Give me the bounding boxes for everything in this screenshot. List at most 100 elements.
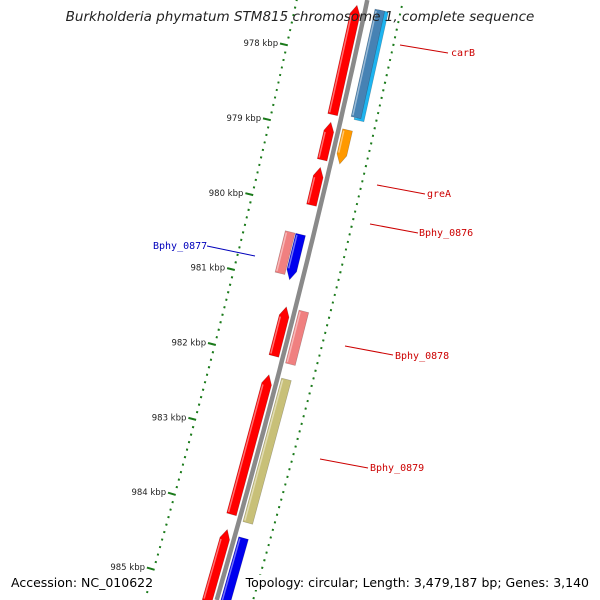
- tick-mark: [175, 485, 179, 489]
- tick-mark: [342, 255, 346, 259]
- tick-mark: [265, 133, 268, 137]
- tick-mark: [207, 342, 217, 346]
- tick-mark: [359, 187, 362, 191]
- tick-mark: [366, 157, 369, 160]
- gene-label-bphy-0878: Bphy_0878: [395, 351, 449, 362]
- tick-mark: [346, 240, 350, 244]
- tick-mark: [261, 148, 265, 152]
- gene-layer: [201, 4, 389, 600]
- tick-mark: [322, 339, 325, 342]
- tick-mark: [181, 463, 185, 466]
- tick-mark: [392, 43, 395, 47]
- tick-mark: [263, 141, 266, 144]
- map-title: Burkholderia phymatum STM815 chromosome …: [65, 9, 535, 25]
- gene-red-a: [316, 121, 335, 162]
- tick-mark: [207, 366, 211, 369]
- tick-mark: [400, 5, 403, 9]
- tick-mark: [167, 515, 170, 519]
- tick-mark: [376, 111, 380, 115]
- gene-highlight: [352, 10, 377, 116]
- tick-mark: [300, 422, 303, 426]
- tick-mark: [205, 373, 209, 376]
- gene-red-bottom: [201, 528, 230, 600]
- gene-highlight: [338, 130, 345, 153]
- tick-mark: [352, 217, 355, 221]
- tick-mark: [160, 538, 164, 541]
- tick-mark: [271, 528, 275, 532]
- tick-mark: [234, 261, 237, 264]
- tick-mark: [225, 298, 228, 301]
- gene-top-red: [327, 4, 361, 117]
- tick-mark: [263, 559, 266, 562]
- gene-label-bphy-0879: Bphy_0879: [370, 463, 424, 474]
- tick-mark: [364, 164, 368, 168]
- tick-mark: [243, 223, 247, 227]
- tick-mark: [296, 437, 299, 441]
- tick-mark: [197, 403, 201, 406]
- tick-mark: [236, 253, 239, 257]
- tick-mark: [308, 392, 311, 395]
- tick-mark: [154, 560, 158, 564]
- tick-mark: [290, 21, 294, 24]
- tick-mark: [288, 468, 291, 471]
- gene-highlight: [318, 131, 326, 158]
- tick-mark: [288, 28, 292, 32]
- tick-mark: [195, 410, 199, 414]
- tick-mark: [179, 470, 183, 474]
- tick-mark: [146, 566, 155, 571]
- tick-mark: [211, 351, 215, 354]
- tick-mark: [156, 553, 160, 556]
- tick-mark: [167, 491, 176, 496]
- tick-mark: [146, 590, 149, 594]
- gene-label-bphy-0876: Bphy_0876: [419, 228, 473, 239]
- tick-mark: [337, 278, 340, 282]
- tick-mark: [265, 551, 268, 554]
- tick-mark: [324, 331, 327, 335]
- tick-mark: [241, 231, 245, 234]
- tick-mark: [320, 346, 323, 350]
- tick-mark: [350, 225, 353, 228]
- gene-khaki-879: [242, 377, 292, 525]
- gene-top-steel: [350, 8, 386, 120]
- gene-red-long: [226, 374, 272, 517]
- gene-highlight: [270, 316, 282, 354]
- gene-pink-878: [285, 309, 310, 366]
- gene-highlight: [203, 538, 222, 599]
- gene-highlight: [276, 232, 288, 272]
- tick-mark: [245, 192, 254, 197]
- tick-mark: [302, 415, 305, 418]
- tick-mark: [217, 328, 220, 331]
- tick-mark: [329, 308, 333, 312]
- tick-mark: [266, 126, 270, 129]
- tick-mark: [279, 42, 289, 47]
- tick-mark: [171, 500, 174, 504]
- tick-mark: [165, 523, 168, 526]
- tick-mark: [221, 313, 224, 316]
- tick-mark: [310, 384, 313, 388]
- kbp-label: 982 kbp: [171, 339, 206, 349]
- tick-mark: [203, 380, 207, 384]
- tick-mark: [286, 475, 289, 479]
- tick-mark: [252, 596, 255, 600]
- tick-mark: [209, 358, 213, 361]
- tick-mark: [201, 388, 205, 391]
- kbp-label: 985 kbp: [110, 563, 145, 573]
- tick-mark: [306, 399, 309, 403]
- tick-mark: [327, 316, 331, 319]
- tick-mark: [163, 530, 166, 534]
- tick-mark: [269, 536, 273, 539]
- kbp-label: 979 kbp: [226, 114, 261, 124]
- label-layer: carB greA Bphy_0876 Bphy_0877 Bphy_0878 …: [153, 44, 475, 474]
- tick-mark: [158, 545, 162, 549]
- tick-mark: [290, 460, 293, 463]
- gene-red-b: [306, 166, 324, 207]
- tick-mark: [341, 263, 344, 266]
- tick-mark: [185, 448, 189, 451]
- gene-blue-bottom: [220, 536, 249, 600]
- tick-mark: [169, 508, 172, 511]
- tick-mark: [333, 293, 336, 297]
- tick-mark: [226, 267, 236, 271]
- tick-mark: [247, 208, 250, 212]
- tick-mark: [335, 286, 338, 289]
- accession-text: Accession: NC_010622: [9, 575, 156, 590]
